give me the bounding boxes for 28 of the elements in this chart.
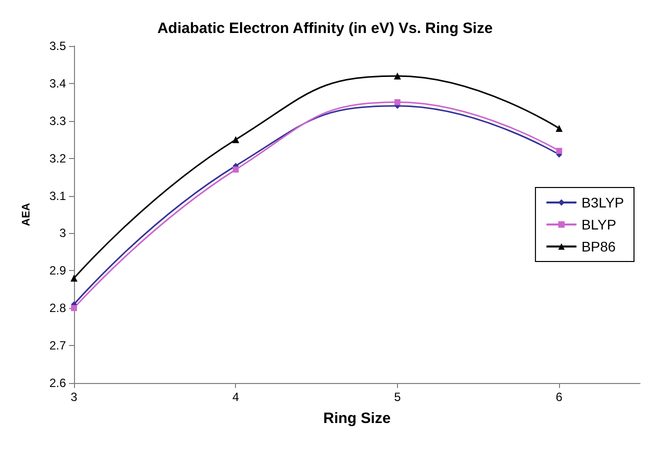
point [232,136,240,144]
y-tick-label: 2.6 [49,376,66,390]
y-tick-label: 2.8 [49,301,66,316]
point [556,124,563,132]
y-tick-label: 3 [59,226,66,240]
legend-label: B3LYP [581,194,624,210]
point [394,99,400,106]
y-tick-label: 2.7 [49,338,66,353]
y-tick-label: 3.1 [49,188,66,203]
y-tick-label: 2.9 [49,264,66,278]
point [232,166,239,173]
point [70,274,78,282]
point [71,305,77,312]
y-tick-label: 3.3 [49,114,66,128]
x-tick-label: 5 [394,390,402,404]
legend-label: BP86 [581,238,616,254]
x-tick-label: 4 [232,390,240,404]
point [556,148,562,154]
legend-label: BLYP [581,216,616,232]
x-axis-title: Ring Size [323,410,391,427]
x-tick-label: 6 [556,390,563,404]
y-tick-label: 3.4 [49,76,66,90]
point [394,72,401,80]
x-tick-label: 3 [70,390,78,404]
chart-title: Adiabatic Electron Affinity (in eV) Vs. Ring Size [157,20,493,37]
y-tick-label: 3.2 [49,151,66,166]
y-axis-title: AEA [20,202,32,226]
y-tick-label: 3.5 [49,39,66,53]
